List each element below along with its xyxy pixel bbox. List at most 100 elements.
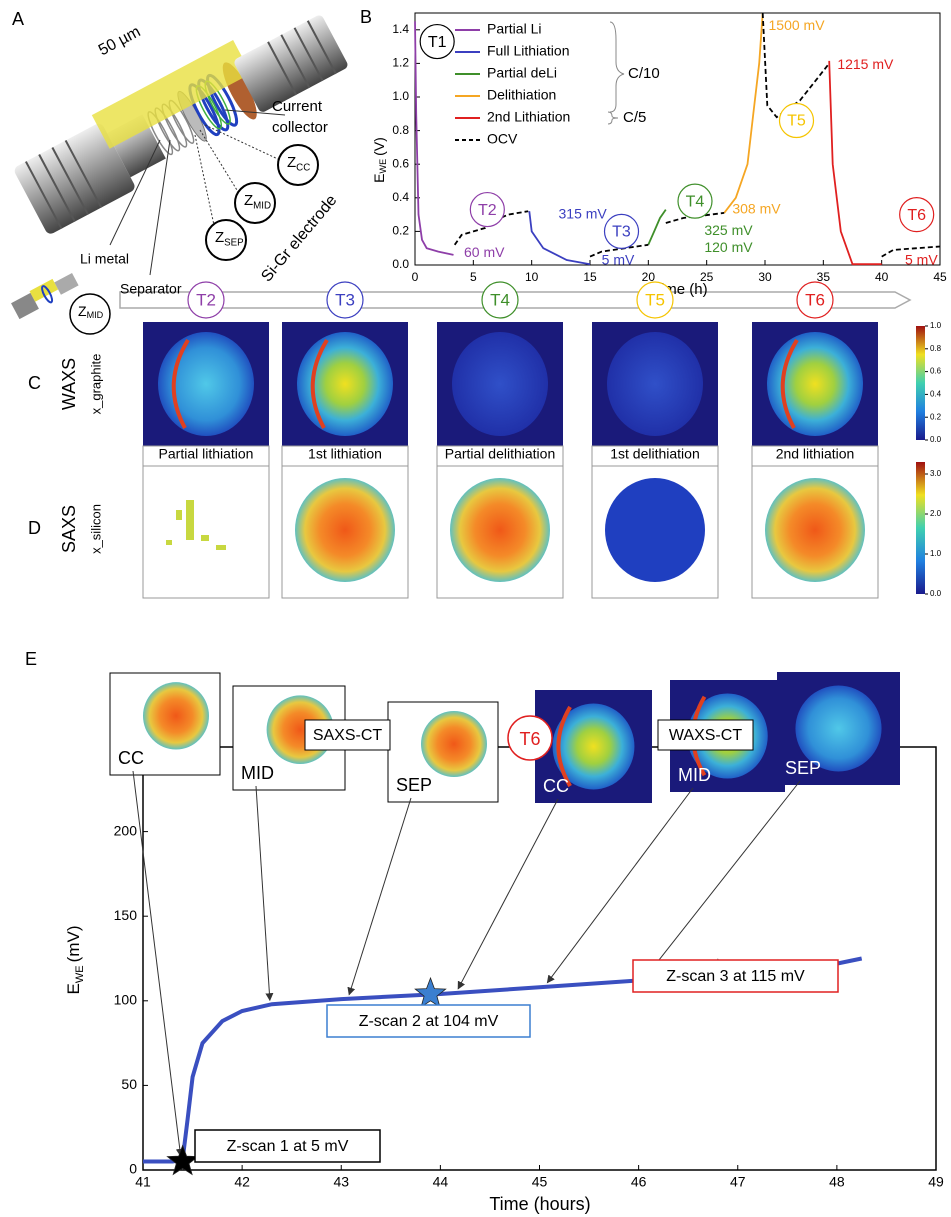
subscript: WE xyxy=(379,159,389,174)
rate-label: C/10 xyxy=(628,65,660,82)
x-axis-label: Time (hours) xyxy=(489,1194,590,1214)
caption: 1st delithiation xyxy=(610,446,700,462)
x-tick-label: 43 xyxy=(333,1174,349,1190)
stage-label: T1 xyxy=(428,34,447,51)
saxs-image xyxy=(216,545,226,550)
subscript: MID xyxy=(253,200,271,211)
annotation: 325 mV xyxy=(704,222,753,238)
stage-label: T6 xyxy=(907,207,926,224)
mini-cell xyxy=(10,270,79,320)
legend-label: Delithiation xyxy=(487,87,556,103)
label: Current xyxy=(272,98,323,115)
subscript: CC xyxy=(296,162,310,173)
inset-image xyxy=(143,682,209,749)
saxs-image xyxy=(166,540,172,545)
saxs-image xyxy=(605,478,705,582)
caption: Partial delithiation xyxy=(445,446,556,462)
series-line xyxy=(648,210,666,245)
x-tick-label: 40 xyxy=(875,270,889,284)
label: Separator xyxy=(120,281,182,297)
colorbar-label: 0.0 xyxy=(930,435,942,444)
saxs-frame xyxy=(143,446,269,598)
main-text: Z xyxy=(215,229,224,246)
x-tick-label: 5 xyxy=(470,270,477,284)
colorbar-label: 0.6 xyxy=(930,367,942,376)
plot-frame xyxy=(143,747,936,1170)
main-text: Z xyxy=(287,154,296,171)
pointer-arrow xyxy=(133,771,181,1156)
waxs-image xyxy=(452,332,548,436)
saxs-image xyxy=(186,500,194,540)
brace xyxy=(610,22,624,112)
scan-star xyxy=(415,978,446,1007)
inset-label: MID xyxy=(678,765,711,785)
legend-label: OCV xyxy=(487,131,518,147)
x-tick-label: 45 xyxy=(532,1174,548,1190)
colorbar xyxy=(916,462,925,594)
y-tick-label: 50 xyxy=(121,1076,137,1092)
main-text: Z xyxy=(244,192,253,209)
series-line xyxy=(724,13,763,213)
annotation: 1215 mV xyxy=(837,56,894,72)
caption: Partial lithiation xyxy=(159,446,254,462)
row-variable: x_silicon xyxy=(88,504,103,554)
y-tick-label: 0.0 xyxy=(392,257,409,271)
stage-label: T4 xyxy=(490,290,510,309)
panel-letter: A xyxy=(12,9,24,29)
scale-label: 50 µm xyxy=(96,23,144,59)
annotation: 5 mV xyxy=(905,252,938,268)
annotation: 5 mV xyxy=(602,252,635,268)
colorbar-label: 0.4 xyxy=(930,390,942,399)
y-axis-label: EWE(mV) xyxy=(64,926,86,995)
legend-label: 2nd Lithiation xyxy=(487,109,570,125)
figure: A50 µmCurrentcollectorLi metalSeparatorS… xyxy=(0,0,951,1217)
y-tick-label: 0.2 xyxy=(392,224,409,238)
annotation: 315 mV xyxy=(559,205,608,221)
x-tick-label: 0 xyxy=(412,270,419,284)
inset-label: CC xyxy=(118,748,144,768)
inset-label: MID xyxy=(241,763,274,783)
colorbar-label: 0.0 xyxy=(930,589,942,598)
row-method: WAXS xyxy=(59,358,79,410)
inset-image xyxy=(421,711,487,777)
y-tick-label: 0.4 xyxy=(392,190,409,204)
label: collector xyxy=(272,119,328,136)
inset-label: SEP xyxy=(396,775,432,795)
saxs-image xyxy=(295,478,395,582)
y-tick-label: 150 xyxy=(114,907,138,923)
y-tick-label: 100 xyxy=(114,992,138,1008)
subscript: SEP xyxy=(224,237,244,248)
scan-label: Z-scan 2 at 104 mV xyxy=(359,1013,499,1030)
scan-label: Z-scan 3 at 115 mV xyxy=(666,968,805,985)
panel-letter: E xyxy=(25,649,37,669)
stage-label: T5 xyxy=(787,113,806,130)
stage-label: T3 xyxy=(335,290,355,309)
unit: (V) xyxy=(371,137,387,156)
y-tick-label: 0.6 xyxy=(392,156,409,170)
series-line xyxy=(829,61,882,264)
x-tick-label: 45 xyxy=(933,270,947,284)
subscript: MID xyxy=(87,311,104,321)
waxs-image xyxy=(607,332,703,436)
y-tick-label: 200 xyxy=(114,822,138,838)
stage-label: T4 xyxy=(686,193,705,210)
x-tick-label: 47 xyxy=(730,1174,746,1190)
inset-label: CC xyxy=(543,776,569,796)
x-tick-label: 48 xyxy=(829,1174,845,1190)
panel-letter: D xyxy=(28,518,41,538)
y-tick-label: 1.4 xyxy=(392,22,409,36)
saxs-image xyxy=(201,535,209,541)
caption: 1st lithiation xyxy=(308,446,382,462)
annotation: 308 mV xyxy=(732,200,781,216)
y-tick-label: 0 xyxy=(129,1161,137,1177)
pointer-arrow xyxy=(256,786,270,1000)
cell-illustration xyxy=(8,0,353,236)
annotation: 120 mV xyxy=(704,239,753,255)
panel-letter: B xyxy=(360,7,372,27)
y-axis-label: EWE(V) xyxy=(371,137,389,183)
colorbar-label: 2.0 xyxy=(930,509,942,518)
x-tick-label: 41 xyxy=(135,1174,151,1190)
x-tick-label: 15 xyxy=(583,270,597,284)
saxs-image xyxy=(765,478,865,582)
pointer-arrow xyxy=(647,781,800,976)
